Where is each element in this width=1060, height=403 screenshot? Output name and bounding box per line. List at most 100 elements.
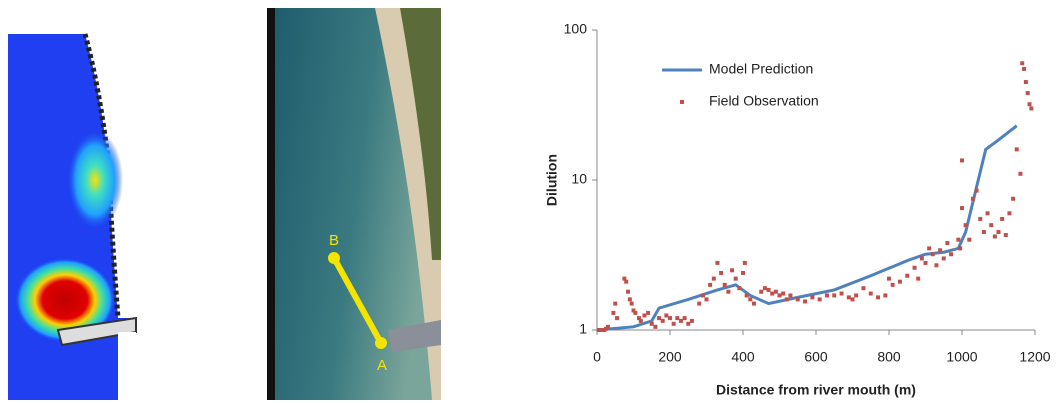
observation-point	[700, 293, 705, 298]
observation-point	[664, 313, 669, 318]
observation-point	[671, 321, 676, 326]
observation-point	[742, 260, 747, 265]
observation-point	[1000, 216, 1005, 221]
observation-point	[1007, 211, 1012, 216]
observation-point	[945, 241, 950, 246]
transect-line	[331, 256, 384, 345]
observation-point	[631, 308, 636, 313]
observation-point	[766, 287, 771, 292]
observation-point	[711, 276, 716, 281]
observation-point	[912, 265, 917, 270]
observation-point	[897, 279, 902, 284]
observation-point	[930, 252, 935, 257]
observation-point	[733, 276, 738, 281]
observation-point	[934, 263, 939, 268]
observation-point	[741, 270, 745, 275]
observation-point	[1003, 232, 1008, 237]
observation-point	[1022, 66, 1027, 71]
x-axis-title: Distance from river mouth (m)	[716, 382, 916, 398]
observation-point	[788, 293, 793, 298]
observation-point	[777, 293, 782, 298]
observation-point	[622, 276, 627, 281]
observation-point	[1011, 196, 1016, 201]
model-line	[596, 124, 1018, 332]
observation-point	[824, 293, 829, 298]
observation-point	[748, 297, 753, 302]
observation-point	[633, 310, 638, 315]
observation-point	[626, 289, 631, 294]
observation-point	[638, 318, 643, 323]
observation-point	[751, 301, 756, 306]
observation-point	[795, 297, 800, 302]
observation-point	[653, 324, 658, 329]
observation-point	[770, 291, 775, 296]
observation-point	[949, 252, 954, 257]
observation-point	[887, 276, 891, 281]
x-tick-label: 200	[658, 349, 682, 365]
observation-point	[985, 211, 990, 216]
observation-point	[989, 223, 994, 228]
observation-point	[660, 318, 665, 323]
observation-point	[832, 293, 837, 298]
observation-point	[649, 321, 654, 326]
observation-point	[689, 318, 694, 323]
observation-point	[817, 297, 822, 302]
legend-marker	[680, 100, 684, 104]
observation-point	[974, 188, 979, 193]
x-tick-label: 400	[731, 349, 755, 365]
observation-point	[605, 324, 610, 329]
transect-end	[328, 252, 340, 264]
observation-point	[905, 273, 910, 278]
observation-point	[611, 310, 616, 315]
observation-point	[781, 291, 786, 296]
observation-point	[941, 256, 946, 261]
observation-point	[963, 223, 968, 228]
observation-point	[868, 291, 873, 296]
observation-point	[967, 237, 972, 242]
observation-point	[759, 289, 764, 294]
observation-point	[960, 158, 964, 163]
aerial-photo: B A	[267, 8, 441, 400]
x-tick-label: 1200	[1019, 349, 1050, 365]
y-axis-title: Dilution	[544, 154, 560, 206]
observation-point	[762, 286, 767, 291]
observation-point	[629, 301, 634, 306]
observation-point	[850, 297, 855, 302]
observation-point	[883, 293, 888, 298]
observation-point	[916, 276, 921, 281]
x-tick-label: 800	[877, 349, 901, 365]
observation-point	[1023, 80, 1028, 85]
observation-point	[646, 310, 651, 315]
observation-point	[726, 289, 731, 294]
observation-point	[627, 297, 632, 302]
observation-point	[613, 301, 618, 306]
observation-point	[773, 289, 778, 294]
observation-point	[978, 216, 983, 221]
observation-point	[1029, 106, 1034, 111]
observation-point	[624, 279, 629, 284]
observation-point	[722, 282, 727, 287]
observation-point	[854, 293, 859, 298]
observation-point	[708, 282, 713, 287]
observation-point	[839, 291, 844, 296]
x-tick-label: 0	[593, 349, 601, 365]
x-tick-label: 600	[804, 349, 828, 365]
observation-point	[737, 286, 742, 291]
observation-point	[810, 295, 815, 300]
observation-point	[1018, 171, 1023, 176]
legend-label: Model Prediction	[709, 61, 813, 77]
x-tick-label: 1000	[946, 349, 977, 365]
observation-point	[803, 299, 808, 304]
observation-point	[981, 230, 986, 235]
observation-point	[686, 321, 691, 326]
observation-point	[996, 230, 1001, 235]
observation-point	[1027, 102, 1032, 107]
observation-point	[956, 237, 961, 242]
observation-point	[938, 248, 943, 253]
observation-point	[992, 234, 997, 239]
y-tick-label: 1	[579, 321, 587, 337]
site-label: B	[329, 232, 339, 249]
observation-point	[923, 260, 928, 265]
observation-point	[668, 316, 672, 321]
observation-point	[1025, 91, 1030, 96]
